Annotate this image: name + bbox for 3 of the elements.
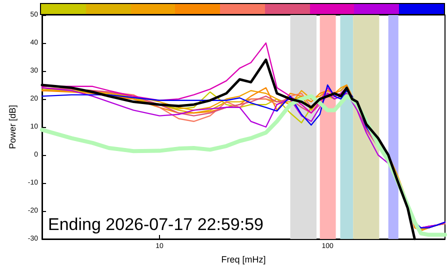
annotation: Ending 2026-07-17 22:59:59 <box>48 215 264 234</box>
y-axis-title: Power [dB] <box>8 104 18 150</box>
x-axis-title: Freq [mHz] <box>221 254 266 264</box>
